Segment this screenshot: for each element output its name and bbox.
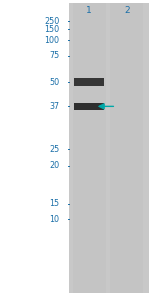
Text: 75: 75 [49, 51, 59, 60]
Text: 37: 37 [49, 102, 59, 111]
Bar [69, 3, 149, 293]
Text: 15: 15 [49, 199, 59, 208]
Text: 150: 150 [44, 25, 59, 34]
Text: 25: 25 [49, 145, 59, 154]
Bar [110, 3, 143, 293]
Text: 2: 2 [124, 6, 130, 16]
Text: 10: 10 [49, 215, 59, 224]
Bar [74, 78, 104, 86]
Text: 20: 20 [49, 161, 59, 170]
Text: 100: 100 [44, 36, 59, 45]
Bar [73, 3, 106, 293]
Text: 50: 50 [49, 78, 59, 86]
Text: 250: 250 [44, 17, 59, 25]
Bar [74, 103, 104, 110]
Text: 1: 1 [86, 6, 92, 16]
